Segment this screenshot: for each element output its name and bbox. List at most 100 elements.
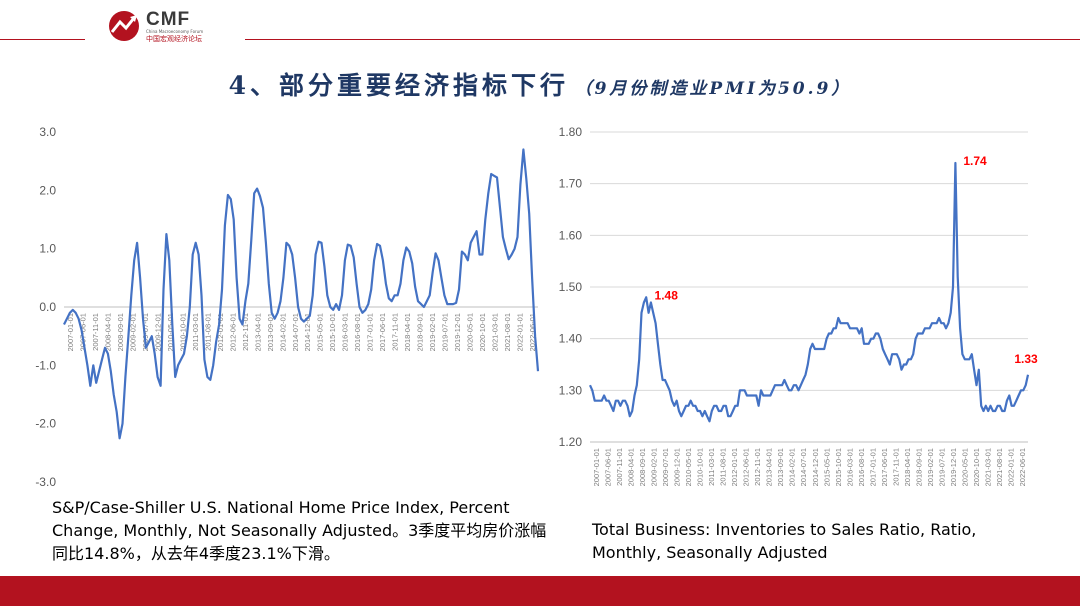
x-tick-label: 2019-12-01 bbox=[949, 448, 958, 486]
y-tick-label: 0.0 bbox=[39, 300, 56, 314]
x-tick-label: 2022-06-01 bbox=[528, 313, 537, 351]
right-chart-caption: Total Business: Inventories to Sales Rat… bbox=[592, 520, 977, 562]
x-tick-label: 2014-07-01 bbox=[291, 313, 300, 351]
x-tick-label: 2019-02-01 bbox=[926, 448, 935, 486]
x-tick-label: 2007-01-01 bbox=[66, 313, 75, 351]
x-tick-label: 2011-03-01 bbox=[707, 448, 716, 486]
header-rule-left bbox=[0, 39, 85, 40]
x-tick-label: 2018-04-01 bbox=[903, 448, 912, 486]
x-tick-label: 2021-08-01 bbox=[503, 313, 512, 351]
x-tick-label: 2008-04-01 bbox=[104, 313, 113, 351]
x-tick-label: 2012-01-01 bbox=[730, 448, 739, 486]
x-tick-label: 2011-03-01 bbox=[191, 313, 200, 351]
x-tick-label: 2015-10-01 bbox=[834, 448, 843, 486]
x-tick-label: 2016-03-01 bbox=[341, 313, 350, 351]
x-tick-label: 2014-07-01 bbox=[799, 448, 808, 486]
x-tick-label: 2008-09-01 bbox=[638, 448, 647, 486]
y-tick-label: 1.40 bbox=[559, 332, 583, 346]
x-tick-label: 2021-03-01 bbox=[490, 313, 499, 351]
x-tick-label: 2020-10-01 bbox=[972, 448, 981, 486]
x-tick-label: 2016-08-01 bbox=[353, 313, 362, 351]
y-tick-label: 1.80 bbox=[559, 125, 583, 139]
x-tick-label: 2018-04-01 bbox=[403, 313, 412, 351]
y-tick-label: 1.50 bbox=[559, 280, 583, 294]
x-tick-label: 2019-02-01 bbox=[428, 313, 437, 351]
logo-text: CMF bbox=[146, 9, 191, 30]
x-tick-label: 2010-05-01 bbox=[166, 313, 175, 351]
x-tick-label: 2022-01-01 bbox=[515, 313, 524, 351]
slide-title: 4、部分重要经济指标下行 （9月份制造业PMI为50.9） bbox=[0, 66, 1080, 102]
x-tick-label: 2009-07-01 bbox=[141, 313, 150, 351]
x-tick-label: 2007-06-01 bbox=[603, 448, 612, 486]
x-tick-label: 2007-11-01 bbox=[91, 313, 100, 351]
slide-title-main: 4、部分重要经济指标下行 bbox=[228, 71, 570, 100]
x-tick-label: 2007-11-01 bbox=[615, 448, 624, 486]
x-tick-label: 2012-06-01 bbox=[742, 448, 751, 486]
x-tick-label: 2015-10-01 bbox=[328, 313, 337, 351]
x-tick-label: 2013-09-01 bbox=[776, 448, 785, 486]
x-tick-label: 2021-08-01 bbox=[995, 448, 1004, 486]
x-tick-label: 2018-09-01 bbox=[416, 313, 425, 351]
x-tick-label: 2022-06-01 bbox=[1018, 448, 1027, 486]
y-tick-label: 1.0 bbox=[39, 242, 56, 256]
x-tick-label: 2013-09-01 bbox=[266, 313, 275, 351]
x-tick-label: 2008-09-01 bbox=[116, 313, 125, 351]
y-tick-label: 1.20 bbox=[559, 435, 583, 449]
x-tick-label: 2016-08-01 bbox=[857, 448, 866, 486]
x-tick-label: 2019-12-01 bbox=[453, 313, 462, 351]
x-tick-label: 2007-01-01 bbox=[592, 448, 601, 486]
x-tick-label: 2009-02-01 bbox=[649, 448, 658, 486]
x-tick-label: 2017-11-01 bbox=[391, 313, 400, 351]
y-tick-label: 1.70 bbox=[559, 177, 583, 191]
x-tick-label: 2010-10-01 bbox=[179, 313, 188, 351]
x-tick-label: 2019-07-01 bbox=[938, 448, 947, 486]
x-tick-label: 2013-04-01 bbox=[765, 448, 774, 486]
x-tick-label: 2014-12-01 bbox=[811, 448, 820, 486]
x-tick-label: 2016-03-01 bbox=[845, 448, 854, 486]
x-tick-label: 2020-05-01 bbox=[465, 313, 474, 351]
x-tick-label: 2017-06-01 bbox=[378, 313, 387, 351]
x-tick-label: 2017-11-01 bbox=[891, 448, 900, 486]
x-tick-label: 2017-01-01 bbox=[366, 313, 375, 351]
x-tick-label: 2017-06-01 bbox=[880, 448, 889, 486]
x-tick-label: 2009-12-01 bbox=[154, 313, 163, 351]
x-tick-label: 2018-09-01 bbox=[915, 448, 924, 486]
data-label: 1.33 bbox=[1014, 352, 1038, 366]
x-tick-label: 2015-05-01 bbox=[316, 313, 325, 351]
y-tick-label: 2.0 bbox=[39, 183, 56, 197]
x-tick-label: 2010-10-01 bbox=[696, 448, 705, 486]
logo-subtitle: China Macroeconomy Forum bbox=[146, 29, 204, 34]
x-tick-label: 2011-08-01 bbox=[203, 313, 212, 351]
y-tick-label: 3.0 bbox=[39, 125, 56, 139]
y-tick-label: 1.60 bbox=[559, 228, 583, 242]
x-tick-label: 2022-01-01 bbox=[1007, 448, 1016, 486]
x-tick-label: 2017-01-01 bbox=[868, 448, 877, 486]
x-tick-label: 2007-06-01 bbox=[79, 313, 88, 351]
slide-title-sub: （9月份制造业PMI为50.9） bbox=[574, 79, 852, 99]
y-tick-label: -3.0 bbox=[35, 475, 56, 489]
x-tick-label: 2008-04-01 bbox=[626, 448, 635, 486]
x-tick-label: 2014-02-01 bbox=[278, 313, 287, 351]
x-tick-label: 2012-01-01 bbox=[216, 313, 225, 351]
x-tick-label: 2019-07-01 bbox=[440, 313, 449, 351]
x-tick-label: 2020-05-01 bbox=[961, 448, 970, 486]
logo-cn-text: 中国宏观经济论坛 bbox=[146, 35, 202, 43]
x-tick-label: 2011-08-01 bbox=[719, 448, 728, 486]
x-tick-label: 2013-04-01 bbox=[253, 313, 262, 351]
data-label: 1.74 bbox=[963, 154, 987, 168]
series-line bbox=[63, 148, 540, 440]
x-tick-label: 2009-07-01 bbox=[661, 448, 670, 486]
header-rule-right bbox=[245, 39, 1080, 40]
series-line bbox=[588, 161, 1030, 423]
y-tick-label: -1.0 bbox=[35, 358, 56, 372]
x-tick-label: 2012-06-01 bbox=[228, 313, 237, 351]
x-tick-label: 2009-02-01 bbox=[129, 313, 138, 351]
y-tick-label: 1.30 bbox=[559, 383, 583, 397]
footer-bar bbox=[0, 576, 1080, 606]
home-price-chart: 3.0 2.0 1.0 0.0 -1.0 -2.0 -3.0 2007-01-01 2007-0… bbox=[35, 125, 540, 489]
y-tick-label: -2.0 bbox=[35, 417, 56, 431]
x-tick-label: 2009-12-01 bbox=[672, 448, 681, 486]
data-label: 1.48 bbox=[655, 288, 679, 302]
left-chart-caption: S&P/Case-Shiller U.S. National Home Pric… bbox=[52, 498, 547, 563]
